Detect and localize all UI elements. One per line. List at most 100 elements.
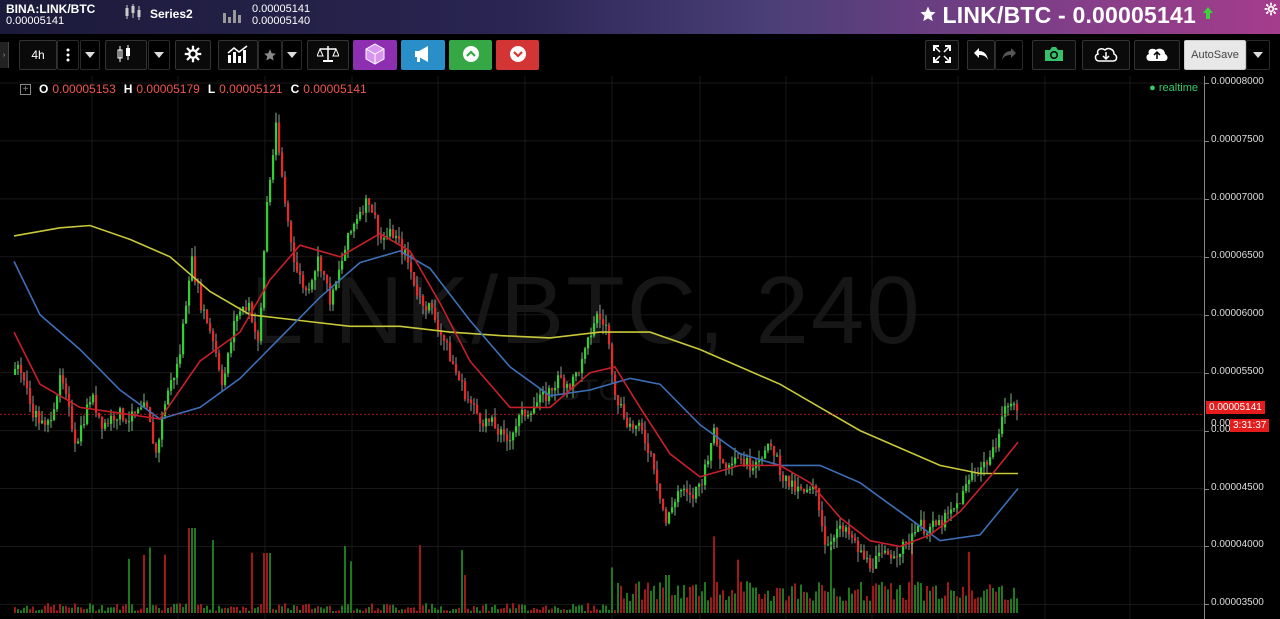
volume-bar [221, 608, 223, 613]
volume-bar [83, 609, 85, 613]
candle-body [890, 554, 893, 559]
candle-body [38, 410, 41, 424]
candle-body [233, 320, 236, 343]
interval-button[interactable]: 4h [19, 40, 57, 70]
chart-type-button[interactable] [105, 40, 147, 70]
volume-bar [392, 604, 394, 613]
sell-button[interactable] [496, 40, 539, 70]
candle-body [875, 555, 878, 569]
cube-plugin-button[interactable] [353, 40, 397, 70]
fullscreen-button[interactable] [925, 40, 959, 70]
volume-bar [704, 582, 706, 613]
settings-gear-icon[interactable] [1264, 2, 1278, 21]
volume-bar [101, 605, 103, 613]
settings-button[interactable] [175, 40, 211, 70]
price-axis[interactable]: 0.00008000 0.00007500 0.00007000 0.00006500… [1204, 76, 1270, 619]
candle-body [92, 394, 95, 403]
compare-button[interactable] [307, 40, 349, 70]
candle-body [731, 463, 734, 466]
volume-bar [98, 609, 100, 613]
candle-body [368, 198, 371, 205]
candle-body [956, 503, 959, 509]
volume-bar [776, 587, 778, 613]
star-icon[interactable] [919, 2, 937, 29]
volume-bar [755, 587, 757, 613]
volume-info[interactable]: 0.00005141 0.00005140 [222, 3, 310, 27]
volume-bar [944, 595, 946, 613]
volume-bar [701, 591, 703, 613]
symbol-info[interactable]: BINA:LINK/BTC 0.00005141 [6, 3, 95, 27]
candle-body [938, 520, 941, 526]
candle-body [824, 526, 827, 545]
candle-body [236, 315, 239, 321]
cloud-upload-button[interactable] [1134, 40, 1180, 70]
redo-button[interactable] [995, 40, 1023, 70]
announce-button[interactable] [401, 40, 445, 70]
realtime-label: realtime [1158, 82, 1198, 94]
volume-bar [398, 610, 400, 613]
volume-bar [458, 607, 460, 613]
favorites-dropdown-icon[interactable] [282, 40, 302, 70]
candle-body [896, 556, 899, 558]
volume-bar [983, 590, 985, 613]
moving-average-fast [13, 232, 1019, 548]
candle-body [611, 344, 614, 375]
chart-plot-area[interactable] [0, 76, 1204, 619]
candle-body [671, 507, 674, 513]
volume-bar [800, 584, 802, 613]
volume-bar [740, 581, 742, 613]
autosave-button[interactable]: AutoSave [1184, 40, 1246, 70]
series-info[interactable]: Series2 [124, 4, 193, 23]
indicators-button[interactable] [218, 40, 258, 70]
cloud-download-button[interactable] [1082, 40, 1130, 70]
candle-body [905, 541, 908, 543]
more-options-icon[interactable] [57, 40, 79, 70]
candle-body [971, 472, 974, 480]
interval-dropdown-icon[interactable] [80, 40, 100, 70]
favorites-star-icon[interactable] [258, 40, 282, 70]
expand-legend-icon[interactable]: + [20, 83, 31, 95]
candle-body [188, 280, 191, 306]
volume-bar [905, 599, 907, 613]
candle-body [263, 251, 266, 308]
candle-body [470, 399, 473, 404]
candle-body [530, 413, 533, 415]
chart-type-dropdown-icon[interactable] [148, 40, 170, 70]
volume-bar [224, 607, 226, 613]
volume-bar [440, 606, 442, 613]
volume-bar [419, 545, 421, 613]
volume-bar [737, 559, 739, 613]
price-tick-label: 0.00006500 [1211, 249, 1264, 261]
buy-button[interactable] [449, 40, 492, 70]
volume-bar [935, 585, 937, 613]
candle-body [626, 417, 629, 427]
price-chart[interactable]: LINK/BTC, 240 BTC + O 0.00005153 H 0.000… [0, 76, 1280, 619]
volume-bar [1016, 598, 1018, 613]
candle-body [797, 486, 800, 492]
candle-body [1004, 406, 1007, 417]
candle-body [707, 460, 710, 465]
undo-button[interactable] [967, 40, 995, 70]
candle-body [248, 302, 251, 311]
candle-body [299, 271, 302, 275]
volume-bar [749, 582, 751, 613]
candle-body [29, 388, 32, 404]
candle-body [53, 409, 56, 420]
volume-bar [344, 545, 346, 613]
volume-bar [341, 605, 343, 613]
sidebar-toggle[interactable]: › [0, 42, 9, 68]
snapshot-button[interactable] [1032, 40, 1076, 70]
volume-bar [461, 550, 463, 613]
volume-bar [347, 604, 349, 613]
candle-body [554, 387, 557, 391]
volume-bar [902, 597, 904, 613]
scales-icon [316, 45, 340, 66]
volume-line-1: 0.00005141 [252, 3, 311, 15]
candle-body [692, 495, 695, 499]
volume-bar [581, 605, 583, 613]
volume-bar [485, 603, 487, 613]
volume-bar [857, 589, 859, 613]
candle-body [980, 467, 983, 474]
volume-bar [692, 585, 694, 613]
autosave-dropdown-icon[interactable] [1246, 40, 1270, 70]
